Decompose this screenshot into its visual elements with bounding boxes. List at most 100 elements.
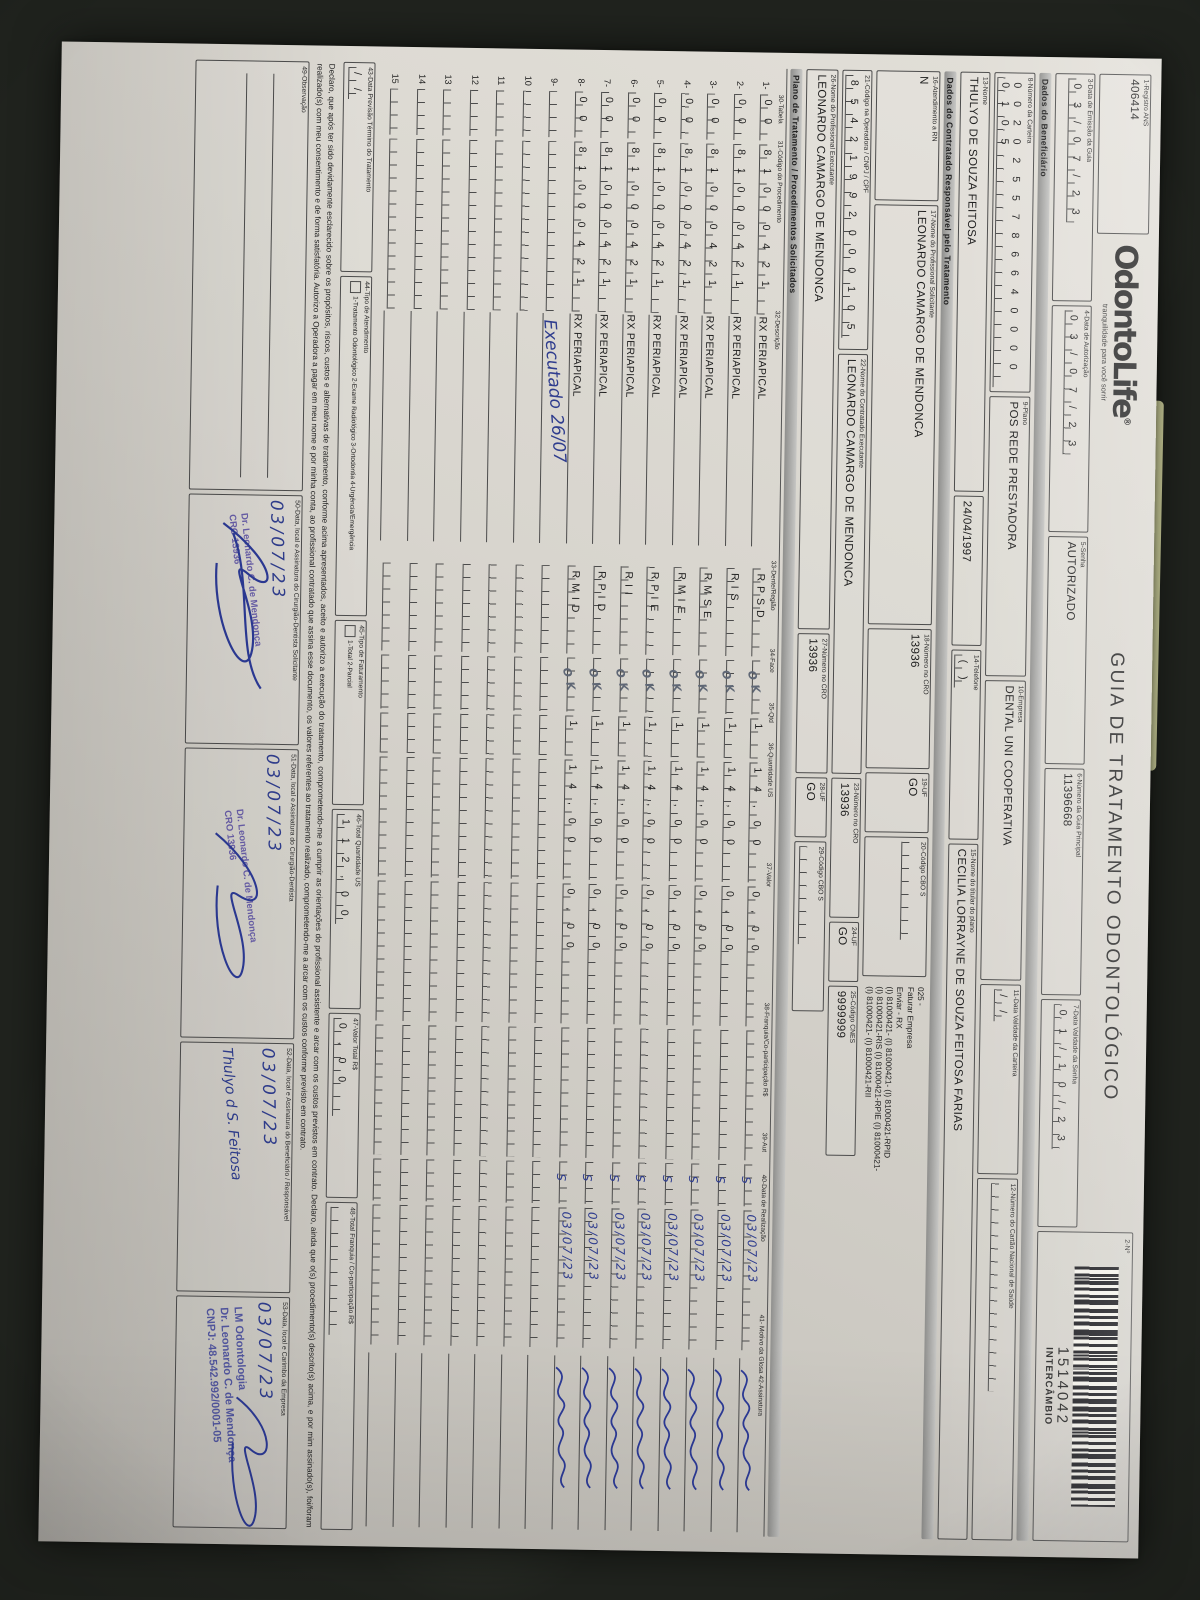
cell-tabela	[522, 90, 537, 137]
cell-codigo: 8 1 0 0 0 4 2 1	[677, 143, 695, 314]
field-profissional-solicitante: 17-Nome do Profissional Solicitante LEON…	[868, 204, 939, 626]
cell-qtd	[406, 712, 421, 754]
cell-valor: 0 , 0 0	[745, 886, 763, 1027]
cell-data-realizacao	[423, 1205, 440, 1346]
field-total-franquia: 48-Total Franquia / Co-participação R$	[320, 1201, 358, 1531]
signature-scribble	[214, 522, 269, 690]
field-cbo-29: 29-Código CBO S	[792, 841, 827, 1012]
cell-tabela	[495, 90, 510, 137]
cell-aut: S	[554, 1161, 573, 1204]
cell-assinatura	[684, 1351, 705, 1537]
row-number: 12	[470, 74, 481, 86]
handwritten-date: 03/07/23	[744, 1214, 761, 1285]
field-telefone: 14-Telefone ( )	[948, 649, 982, 840]
cell-assinatura	[604, 1350, 625, 1536]
cell-codigo: 8 1 0 0 0 4 2 1	[704, 143, 721, 314]
cell-assinatura	[498, 1349, 519, 1535]
cell-tabela: 0 0	[574, 91, 590, 138]
cell-descricao	[458, 311, 483, 562]
cell-descricao: RX PERIAPICAL	[566, 313, 589, 563]
cell-assinatura	[631, 1351, 652, 1537]
handwritten-date: 03/07/23	[691, 1213, 708, 1284]
cell-dente-regiao: RMIE	[672, 567, 688, 656]
cell-descricao: RX PERIAPICAL	[592, 313, 615, 564]
cell-franquia	[479, 1026, 495, 1157]
gto-form: 1-Registro ANS 406414 OdontoLife® tranqu…	[47, 56, 1154, 1545]
field-previsao-termino: 43-Data Previsão Término do Tratamento /…	[340, 61, 376, 273]
handwritten-aut: S	[553, 1173, 569, 1187]
table-row: 3- 0 0 8 1 0 0 0 4 2 1 RX PERIAPICAL RMS…	[675, 65, 725, 1537]
field-valor-total: 47-Valor Total R$ 0 , 0 0	[325, 1012, 361, 1199]
cell-qtd: 1	[670, 717, 686, 758]
handwritten-ok: OK	[559, 666, 579, 697]
cell-descricao	[378, 310, 403, 561]
cell-data-realizacao: 03/07/23	[715, 1209, 734, 1351]
cell-franquia	[532, 1027, 548, 1158]
cell-tabela: 0 0	[733, 94, 749, 141]
cell-assinatura	[657, 1351, 678, 1537]
cell-franquia	[691, 1029, 707, 1160]
row-number: 4-	[682, 80, 693, 89]
cell-codigo	[493, 140, 509, 311]
cell-dente-regiao: RIS	[725, 567, 741, 657]
signature-scribble	[714, 1369, 725, 1491]
logo-wordmark: OdontoLife	[1105, 243, 1144, 418]
cell-valor: 0 , 0 0	[719, 885, 736, 1027]
cell-face: OK	[560, 657, 581, 712]
cell-aut: S	[660, 1163, 679, 1206]
cell-codigo: 8 1 0 0 0 4 2 1	[571, 141, 589, 312]
cell-dente-regiao	[434, 563, 450, 652]
signature-scribble	[230, 1396, 268, 1527]
signature-scribble	[634, 1367, 646, 1490]
cell-tabela	[548, 91, 563, 138]
beneficiary-signature: Thulyo d S. Feitosa	[218, 1047, 244, 1181]
table-row: 5- 0 0 8 1 0 0 0 4 2 1 RX PERIAPICAL RPI…	[622, 65, 672, 1537]
cell-codigo	[466, 139, 483, 311]
field-cro-18: 18-Número no CRO 13936	[866, 628, 932, 770]
cell-data-realizacao	[450, 1205, 466, 1346]
cell-qtd	[512, 714, 527, 755]
cell-franquia	[373, 1024, 389, 1155]
field-numero-carteira: 8-Número da Carteira 0 0 2 0 2 5 5 7 8 6…	[989, 72, 1036, 393]
field-uf-28: 28-UF GO	[794, 777, 828, 838]
row-number: 2-	[735, 81, 746, 90]
cell-data-realizacao	[370, 1204, 387, 1345]
cell-aut	[479, 1160, 493, 1203]
field-data-autorizacao: 4-Data de Autorização 0 3 / 0 7 / 2 3	[1048, 304, 1092, 533]
cell-valor	[508, 882, 524, 1023]
cell-qtd: 1	[564, 715, 580, 756]
cell-franquia	[559, 1027, 575, 1158]
cell-qtd: 1	[697, 717, 712, 758]
cell-quantidade-us	[484, 758, 500, 879]
handwritten-aut: S	[686, 1175, 701, 1189]
cell-valor	[455, 881, 471, 1022]
field-uf-24: 24-UF GO	[828, 921, 860, 983]
checkbox-faturamento	[344, 624, 356, 638]
handwritten-date: 03/07/23	[638, 1212, 655, 1283]
handwritten-date: 03/07/23	[718, 1213, 734, 1285]
cell-dente-regiao	[381, 562, 397, 651]
row-number: 14	[417, 74, 428, 85]
handwritten-aut: S	[739, 1176, 754, 1190]
cell-quantidade-us	[431, 757, 447, 878]
field-tipo-atendimento: 44-Tipo de Atendimento 1-Tratamento Odon…	[334, 275, 373, 617]
signature-scribble	[661, 1368, 672, 1490]
signature-row: 49-Observação 50-Data, local e Assinatur…	[170, 58, 311, 1532]
handwritten-aut: S	[633, 1174, 648, 1188]
cell-dente-regiao: RPIE	[645, 566, 662, 655]
field-cnes: 25-Código CNES 9999999	[825, 985, 859, 1157]
cell-aut: S	[633, 1162, 652, 1205]
cell-codigo	[387, 138, 403, 309]
cell-qtd: 1	[591, 715, 606, 757]
field-assinatura-dentista: 51-Data, local e Assinatura do Cirurgião…	[179, 747, 299, 1040]
billing-notes: 025 - Faturar Empresa Enviar - RX (I) 81…	[863, 986, 926, 1172]
cell-assinatura	[366, 1346, 387, 1532]
cell-assinatura	[419, 1347, 440, 1533]
cell-assinatura	[525, 1349, 546, 1535]
field-cro-27: 27-Número no CRO 13936	[795, 633, 831, 774]
cell-codigo: 8 1 0 0 0 4 2 1	[730, 144, 748, 315]
cell-codigo	[519, 140, 536, 311]
cell-face: OK	[639, 658, 660, 713]
cell-franquia	[744, 1030, 760, 1161]
field-cro-23: 23-Número no CRO 13936	[829, 777, 862, 919]
